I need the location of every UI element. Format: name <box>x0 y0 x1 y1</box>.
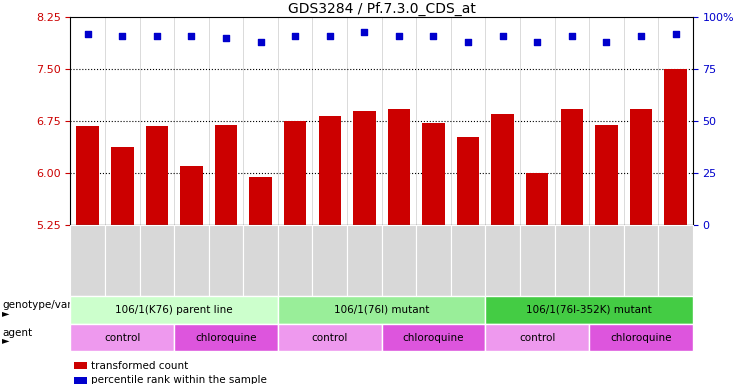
Point <box>255 39 267 45</box>
Point <box>82 31 93 37</box>
Bar <box>249 177 272 225</box>
Point <box>359 29 370 35</box>
Point <box>185 33 197 39</box>
Point <box>531 39 543 45</box>
Bar <box>664 69 687 225</box>
Text: chloroquine: chloroquine <box>196 333 256 343</box>
Bar <box>145 126 168 225</box>
Bar <box>284 121 307 225</box>
Point <box>462 39 474 45</box>
Text: 106/1(K76) parent line: 106/1(K76) parent line <box>116 305 233 315</box>
Point <box>220 35 232 41</box>
Text: control: control <box>311 333 348 343</box>
Bar <box>630 109 652 225</box>
Point <box>566 33 578 39</box>
Text: transformed count: transformed count <box>91 361 188 371</box>
Bar <box>215 125 237 225</box>
Text: ►: ► <box>2 308 10 318</box>
Point <box>496 33 508 39</box>
Bar <box>456 137 479 225</box>
Text: 106/1(76I) mutant: 106/1(76I) mutant <box>334 305 429 315</box>
Point <box>289 33 301 39</box>
Text: control: control <box>104 333 141 343</box>
Bar <box>353 111 376 225</box>
Point <box>635 33 647 39</box>
Title: GDS3284 / Pf.7.3.0_CDS_at: GDS3284 / Pf.7.3.0_CDS_at <box>288 2 476 16</box>
Text: agent: agent <box>2 328 33 338</box>
Bar <box>180 166 202 225</box>
Point <box>670 31 682 37</box>
Text: control: control <box>519 333 556 343</box>
Bar <box>595 125 618 225</box>
Bar <box>388 109 411 225</box>
Bar <box>491 114 514 225</box>
Bar <box>422 123 445 225</box>
Bar <box>560 109 583 225</box>
Text: chloroquine: chloroquine <box>403 333 464 343</box>
Bar <box>111 147 133 225</box>
Bar <box>76 126 99 225</box>
Text: genotype/variation: genotype/variation <box>2 300 102 310</box>
Bar <box>319 116 341 225</box>
Point <box>151 33 163 39</box>
Text: chloroquine: chloroquine <box>611 333 671 343</box>
Bar <box>526 173 548 225</box>
Point <box>324 33 336 39</box>
Point <box>393 33 405 39</box>
Point <box>116 33 128 39</box>
Point <box>600 39 612 45</box>
Text: percentile rank within the sample: percentile rank within the sample <box>91 375 267 384</box>
Point <box>428 33 439 39</box>
Text: 106/1(76I-352K) mutant: 106/1(76I-352K) mutant <box>526 305 652 315</box>
Text: ►: ► <box>2 336 10 346</box>
